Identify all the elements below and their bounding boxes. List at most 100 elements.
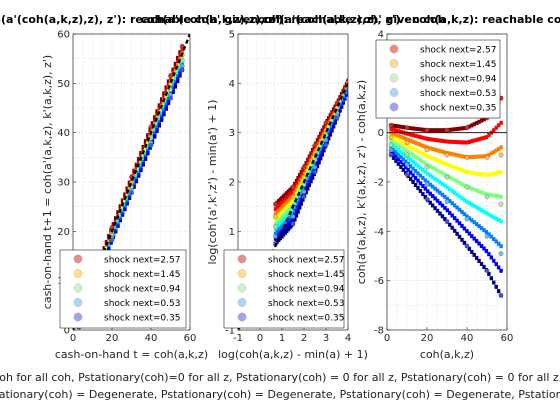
cloud-mark [391, 151, 396, 156]
cloud-mark [416, 163, 420, 168]
cloud-mark [411, 139, 415, 144]
legend-marker [73, 254, 83, 264]
cloud-mark [176, 55, 180, 60]
cloud-mark [421, 192, 425, 197]
cloud-mark [452, 165, 457, 170]
cloud-mark [331, 124, 336, 129]
cloud-mark [494, 148, 498, 153]
cloud-mark [474, 137, 479, 142]
legend-marker [389, 102, 399, 112]
cloud-mark [487, 192, 491, 197]
y-tick-label: 4 [378, 30, 384, 41]
cloud-mark [408, 138, 413, 143]
cloud-mark [166, 101, 171, 106]
data-point [498, 201, 504, 207]
cloud-mark [433, 128, 437, 133]
y-tick-label: 0 [64, 326, 70, 337]
data-point [404, 152, 410, 158]
cloud-mark [423, 144, 428, 149]
data-point [484, 233, 490, 239]
cloud-mark [492, 149, 496, 154]
cloud-mark [136, 165, 141, 170]
data-point [301, 194, 307, 200]
cloud-mark [465, 140, 469, 145]
cloud-mark [143, 150, 148, 155]
cloud-mark [394, 141, 398, 146]
cloud-mark [141, 153, 145, 158]
data-point [444, 219, 450, 224]
cloud-mark [164, 85, 168, 90]
data-point [404, 172, 410, 177]
cloud-mark [479, 208, 484, 213]
cloud-mark [406, 137, 410, 142]
data-point [498, 293, 504, 298]
legend-marker [389, 44, 399, 54]
cloud-mark [440, 138, 445, 143]
cloud-mark [389, 138, 393, 143]
x-tick-label: 60 [184, 333, 197, 344]
cloud-mark [467, 246, 472, 251]
cloud-mark [455, 153, 459, 158]
cloud-mark [155, 119, 159, 124]
cloud-mark [164, 96, 168, 101]
cloud-mark [157, 105, 162, 110]
series-0 [273, 78, 348, 207]
legend-marker [237, 312, 247, 322]
cloud-mark [421, 127, 425, 132]
cloud-mark [472, 203, 476, 208]
cloud-mark [401, 141, 406, 146]
cloud-mark [445, 208, 450, 213]
cloud-mark [166, 98, 171, 103]
cloud-mark [496, 241, 501, 246]
cloud-mark [428, 146, 432, 151]
cloud-mark [479, 244, 484, 249]
cloud-mark [171, 76, 175, 81]
cloud-mark [164, 98, 168, 103]
legend-label: shock next=0.53 [420, 89, 496, 99]
cloud-mark [492, 193, 496, 198]
cloud-mark [470, 170, 474, 175]
cloud-mark [136, 171, 141, 176]
cloud-mark [443, 139, 447, 144]
data-point [273, 201, 278, 207]
cloud-mark [474, 121, 479, 126]
cloud-mark [457, 207, 462, 212]
cloud-mark [166, 90, 171, 95]
data-point [444, 199, 450, 205]
cloud-mark [494, 262, 498, 267]
cloud-mark [421, 143, 425, 148]
legend-label: shock next=0.94 [420, 75, 497, 85]
cloud-mark [301, 197, 305, 202]
cloud-mark [416, 141, 420, 146]
cloud-mark [396, 138, 401, 143]
x-axis-label: coh(a,k,z) [420, 348, 474, 361]
cloud-mark [132, 176, 136, 181]
x-tick-label: 0 [384, 333, 390, 344]
cloud-mark [472, 171, 476, 176]
cloud-mark [479, 136, 484, 141]
y-tick-label: 3 [229, 128, 235, 139]
chart-title: coh(a'(coh(a,k,z),z), z'): reachable coh… [141, 13, 446, 26]
cloud-mark [438, 128, 442, 133]
cloud-mark [443, 217, 447, 221]
data-point [290, 214, 296, 219]
cloud-mark [139, 150, 143, 155]
cloud-mark [470, 234, 474, 239]
cloud-mark [472, 122, 476, 127]
cloud-mark [134, 173, 139, 178]
data-point [301, 174, 307, 180]
cloud-mark [448, 199, 452, 204]
cloud-mark [457, 153, 462, 158]
data-point [464, 216, 470, 222]
cloud-mark [462, 226, 467, 231]
legend-marker [389, 59, 399, 68]
data-point [312, 164, 318, 170]
legend-marker [73, 283, 83, 293]
cloud-mark [438, 149, 442, 154]
cloud-mark [413, 154, 418, 159]
cloud-mark [443, 150, 447, 155]
cloud-mark [394, 145, 398, 150]
cloud-mark [153, 120, 157, 125]
cloud-mark [438, 190, 442, 195]
